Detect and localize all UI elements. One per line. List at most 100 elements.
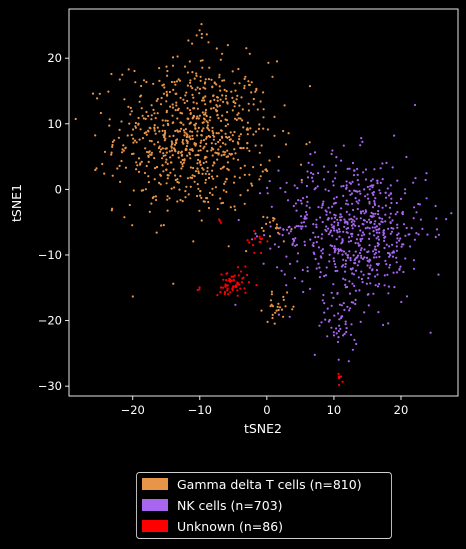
- data-point: [346, 222, 349, 225]
- data-point: [224, 284, 227, 287]
- data-point: [363, 233, 366, 236]
- data-point: [226, 102, 229, 105]
- data-point: [376, 182, 379, 185]
- data-point: [299, 163, 303, 166]
- data-point: [321, 233, 324, 236]
- data-point: [271, 305, 274, 308]
- data-point: [366, 293, 369, 296]
- data-point: [383, 239, 386, 242]
- data-point: [147, 175, 150, 178]
- data-point: [279, 187, 282, 190]
- data-point: [227, 155, 230, 158]
- data-point: [348, 280, 351, 283]
- data-point: [366, 185, 369, 189]
- data-point: [210, 78, 213, 81]
- data-point: [153, 157, 156, 160]
- data-point: [128, 122, 131, 125]
- data-point: [192, 101, 195, 104]
- data-point: [268, 159, 271, 162]
- data-point: [332, 202, 336, 205]
- data-point: [159, 150, 162, 153]
- data-point: [191, 87, 194, 90]
- data-point: [284, 190, 287, 194]
- data-point: [306, 270, 309, 273]
- y-tick-label: −10: [38, 248, 62, 262]
- data-point: [233, 105, 236, 108]
- data-point: [356, 167, 359, 171]
- data-point: [373, 200, 376, 203]
- data-point: [334, 269, 337, 273]
- data-point: [395, 245, 398, 248]
- data-point: [253, 251, 256, 254]
- data-point: [311, 244, 314, 247]
- data-point: [174, 109, 177, 112]
- data-point: [377, 235, 380, 238]
- data-point: [364, 168, 368, 171]
- data-point: [335, 156, 338, 159]
- data-point: [333, 197, 336, 200]
- data-point: [365, 282, 368, 285]
- data-point: [159, 103, 163, 106]
- data-point: [173, 80, 176, 84]
- data-point: [351, 227, 354, 230]
- data-point: [343, 270, 347, 273]
- data-point: [222, 100, 225, 103]
- data-point: [111, 174, 114, 177]
- data-point: [273, 322, 276, 325]
- data-point: [351, 218, 354, 221]
- data-point: [338, 324, 341, 327]
- data-point: [378, 255, 381, 258]
- data-point: [110, 72, 113, 76]
- data-point: [186, 142, 189, 145]
- data-point: [345, 231, 348, 234]
- data-point: [377, 209, 380, 213]
- data-point: [219, 89, 222, 92]
- data-point: [339, 213, 342, 216]
- data-point: [216, 114, 219, 117]
- data-point: [91, 92, 95, 95]
- data-point: [217, 132, 220, 135]
- data-point: [162, 170, 165, 173]
- data-point: [258, 178, 261, 181]
- data-point: [214, 142, 217, 145]
- data-point: [400, 245, 403, 248]
- data-point: [134, 126, 137, 129]
- data-point: [344, 323, 347, 326]
- data-point: [110, 209, 113, 212]
- data-point: [198, 87, 202, 90]
- data-point: [159, 174, 162, 177]
- data-point: [342, 230, 345, 233]
- data-point: [324, 228, 327, 231]
- data-point: [258, 235, 261, 238]
- data-point: [295, 243, 298, 246]
- data-point: [189, 85, 192, 88]
- data-point: [168, 197, 171, 200]
- data-point: [382, 233, 385, 237]
- data-point: [205, 33, 208, 36]
- data-point: [338, 230, 341, 233]
- data-point: [384, 204, 387, 207]
- data-point: [302, 197, 305, 200]
- data-point: [361, 222, 364, 226]
- data-point: [151, 196, 154, 200]
- data-point: [373, 203, 377, 206]
- data-point: [229, 153, 232, 156]
- data-point: [333, 245, 336, 248]
- data-point: [334, 171, 337, 174]
- data-point: [243, 77, 246, 80]
- data-point: [284, 305, 287, 308]
- data-point: [385, 263, 388, 266]
- data-point: [258, 151, 261, 154]
- data-point: [219, 145, 222, 148]
- data-point: [165, 111, 168, 114]
- data-point: [246, 128, 249, 131]
- data-point: [135, 161, 138, 164]
- data-point: [166, 119, 169, 122]
- data-point: [149, 127, 152, 130]
- data-point: [245, 47, 248, 50]
- data-point: [327, 206, 330, 209]
- data-point: [181, 163, 184, 166]
- y-tick-label: −30: [38, 379, 62, 393]
- data-point: [243, 173, 246, 176]
- data-point: [343, 308, 346, 311]
